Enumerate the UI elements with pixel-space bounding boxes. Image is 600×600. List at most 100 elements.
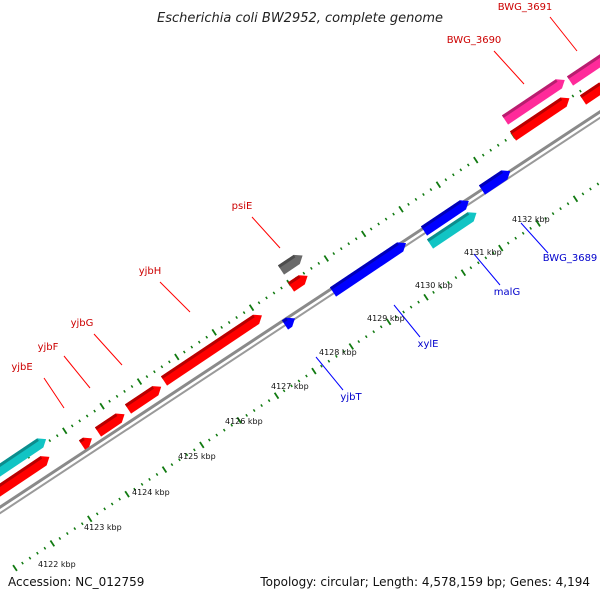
outer-tick [211, 328, 217, 336]
callout-line-yjbg [93, 333, 123, 366]
inner-tick [43, 546, 47, 550]
outer-tick [377, 222, 380, 226]
backbone-line-inner [0, 116, 600, 515]
outer-tick [459, 168, 463, 172]
outer-tick [504, 138, 507, 142]
callout-line-psie [251, 216, 281, 249]
scale-label: 4122 kbp [38, 560, 76, 569]
gene-label-xyle[interactable]: xylE [418, 339, 439, 350]
gene-label-yjbe[interactable]: yjbE [11, 362, 32, 373]
inner-tick [348, 343, 354, 350]
outer-tick [579, 89, 582, 93]
outer-tick [429, 188, 433, 192]
gene-label-yjbt[interactable]: yjbT [340, 392, 362, 403]
gene-label-bwg-3691[interactable]: BWG_3691 [498, 2, 553, 13]
inner-tick [36, 551, 39, 555]
gene-label-bwg-3690[interactable]: BWG_3690 [447, 35, 502, 46]
gene-BWG_3690-red[interactable] [509, 97, 570, 141]
gene-malG[interactable] [426, 212, 477, 249]
gene-label-yjbh[interactable]: yjbH [139, 266, 162, 277]
callout-line-bwg-3689 [520, 222, 549, 254]
inner-tick [80, 522, 84, 526]
inner-tick [342, 349, 346, 353]
inner-tick [140, 482, 144, 486]
inner-tick [327, 359, 331, 363]
gene-blue-1[interactable] [420, 200, 469, 236]
outer-tick [414, 197, 418, 201]
outer-tick [444, 178, 448, 182]
gene-psiE-gray[interactable] [277, 254, 303, 275]
inner-tick [222, 428, 226, 432]
outer-tick [160, 365, 164, 369]
inner-tick [572, 195, 579, 203]
gene-red-left[interactable] [0, 456, 50, 502]
gene-label-malg[interactable]: malG [494, 287, 520, 298]
inner-tick [185, 453, 189, 457]
gene-xylE[interactable] [329, 242, 407, 297]
outer-tick [205, 335, 209, 339]
gene-yjbG[interactable] [124, 386, 162, 414]
outer-tick [123, 389, 126, 393]
outer-tick [332, 252, 336, 256]
inner-tick [297, 379, 301, 383]
gene-red-right[interactable] [579, 82, 600, 105]
gene-BWG_3689[interactable] [478, 170, 511, 195]
outer-tick [398, 205, 404, 213]
inner-tick [290, 384, 293, 388]
outer-tick [347, 242, 351, 246]
inner-tick [236, 416, 242, 424]
outer-tick [62, 427, 68, 435]
outer-tick [190, 345, 194, 349]
inner-tick [155, 472, 159, 476]
inner-tick [95, 512, 99, 516]
inner-tick [230, 423, 234, 427]
callout-line-bwg-3691 [549, 16, 578, 52]
outer-tick [481, 153, 485, 157]
outer-tick [265, 296, 268, 300]
inner-tick [170, 463, 174, 467]
inner-tick [28, 556, 32, 560]
gene-BWG_3691[interactable] [566, 53, 600, 86]
inner-tick [447, 280, 450, 284]
inner-tick [498, 244, 504, 252]
callout-line-xyle [393, 304, 421, 338]
inner-tick [385, 318, 392, 326]
inner-tick-ring [12, 182, 600, 572]
inner-tick [506, 241, 510, 245]
gene-BWG_3690[interactable] [501, 79, 565, 125]
gene-label-yjbg[interactable]: yjbG [71, 318, 94, 329]
scale-label: 4131 kbp [464, 248, 502, 257]
inner-tick [423, 293, 429, 301]
outer-tick [257, 301, 261, 305]
inner-tick [267, 399, 271, 403]
inner-tick [379, 325, 383, 329]
inner-tick [199, 441, 205, 449]
outer-tick [168, 360, 171, 364]
gene-yjbH[interactable] [160, 314, 262, 386]
gene-label-psie[interactable]: psiE [232, 201, 253, 212]
inner-tick [305, 374, 308, 378]
gene-yjbF[interactable] [94, 413, 125, 437]
outer-tick [174, 353, 180, 361]
inner-tick [118, 497, 121, 501]
outer-tick [473, 156, 479, 164]
outer-tick [354, 237, 358, 241]
gene-psiE[interactable] [287, 275, 308, 292]
scale-labels: 4122 kbp 4123 kbp 4124 kbp 4125 kbp 4126 kbp… [38, 215, 550, 569]
scale-label: 4127 kbp [271, 382, 309, 391]
inner-tick [439, 285, 443, 289]
outer-tick [242, 311, 246, 315]
gene-cyan-left[interactable] [0, 438, 47, 482]
inner-tick [103, 507, 107, 511]
outer-tick [153, 370, 156, 374]
gene-yjbT[interactable] [281, 317, 295, 330]
inner-tick [12, 564, 18, 572]
outer-tick [317, 261, 321, 265]
gene-label-yjbf[interactable]: yjbF [38, 342, 59, 353]
outer-tick [182, 350, 186, 354]
gene-label-bwg-3689[interactable]: BWG_3689 [543, 253, 598, 264]
gene-yjbE[interactable] [78, 437, 92, 450]
inner-tick [364, 335, 368, 339]
inner-tick [110, 502, 114, 506]
